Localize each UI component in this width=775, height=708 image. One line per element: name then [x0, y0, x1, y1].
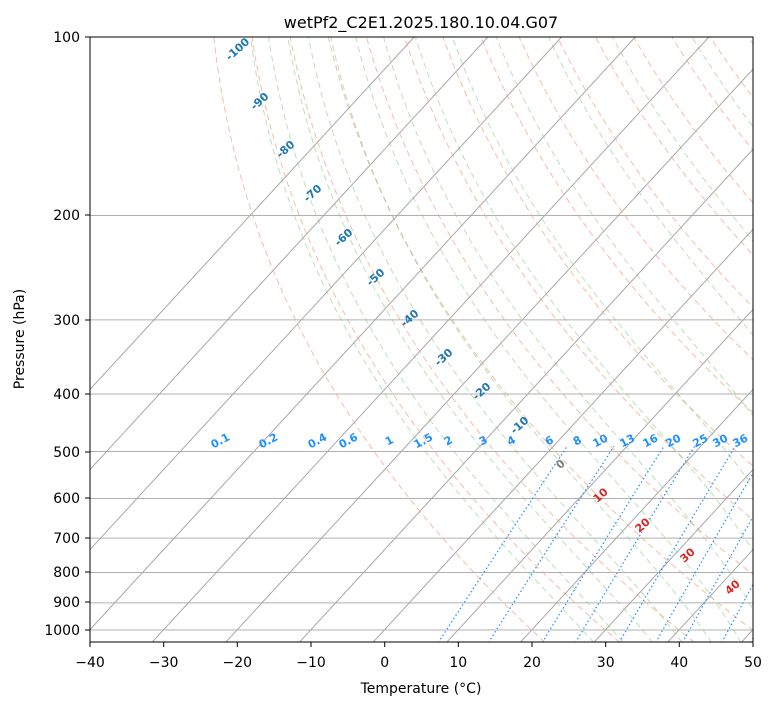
dry-adiabat-line [251, 37, 621, 642]
x-tick-label: −20 [223, 655, 253, 671]
dry-adiabat-line [289, 37, 695, 642]
y-tick-label: 400 [53, 387, 80, 403]
x-tick-label: 0 [380, 655, 389, 671]
isotherm-gridline [151, 37, 710, 642]
mixing_ratio_labels-label: 20 [664, 431, 684, 450]
isotherm-gridline [90, 37, 636, 631]
isotherm-gridline [372, 228, 753, 642]
mixing_ratio_labels-label: 25 [691, 432, 711, 451]
x-tick-label: −30 [149, 655, 179, 671]
isotherm-gridline [519, 388, 753, 642]
mixing-ratio-line [437, 445, 568, 642]
moist-adiabat-line [355, 37, 742, 642]
y-tick-label: 700 [53, 531, 80, 547]
x-axis-label: Temperature (°C) [360, 681, 482, 697]
moist-adiabat-line [548, 37, 753, 336]
y-tick-label: 300 [53, 313, 80, 329]
x-tick-label: 50 [744, 655, 762, 671]
background-lines [90, 37, 753, 642]
moist-adiabat-line [250, 37, 594, 642]
y-axis-ticks: 100 200 300 400 500 600 700 800 900 1000 [44, 30, 90, 639]
y-axis-label: Pressure (hPa) [12, 289, 28, 389]
mixing_ratio_labels-label: 10 [591, 431, 611, 450]
isotherm-gridline [593, 468, 753, 642]
plot-frame [89, 36, 754, 643]
dry-adiabat-line [518, 37, 753, 361]
x-tick-label: −40 [75, 655, 105, 671]
x-tick-label: 10 [449, 655, 467, 671]
isotherm-gridline [446, 308, 753, 642]
y-tick-label: 500 [53, 445, 80, 461]
x-tick-label: 20 [523, 655, 541, 671]
moist-adiabat-line [307, 37, 683, 642]
y-tick-label: 900 [53, 595, 80, 611]
dry-adiabat-line [404, 37, 753, 521]
mixing_ratio_labels-label: 13 [618, 432, 638, 451]
y-tick-label: 800 [53, 565, 80, 581]
mixing-ratio-line [575, 445, 696, 642]
dry-adiabat-line [442, 37, 753, 467]
dry-adiabat-line [480, 37, 753, 414]
mixing-ratio-line [541, 445, 665, 642]
chart-title: wetPf2_C2E1.2025.180.10.04.G07 [284, 13, 558, 33]
y-tick-label: 600 [53, 491, 80, 507]
isotherm-gridline [90, 37, 562, 551]
mixing_ratio_labels-label: 16 [641, 431, 661, 450]
x-axis-ticks: −40 −30 −20 −10 0 10 20 30 40 50 [75, 642, 762, 671]
mixing-ratio-line [618, 445, 736, 642]
moist-adiabat-line [414, 37, 753, 552]
mixing-ratio-line [488, 445, 615, 642]
isotherm-gridline [298, 148, 753, 642]
y-tick-label: 200 [53, 208, 80, 224]
dry-adiabat-line [556, 37, 753, 308]
moist-adiabat-line [383, 37, 753, 611]
moist-adiabat-line [330, 37, 712, 642]
dry-adiabat-line [327, 37, 753, 631]
isotherm-gridline [90, 37, 489, 471]
y-tick-label: 100 [53, 30, 80, 46]
mixing_ratio_labels-label: 36 [731, 431, 751, 450]
moist-adiabat-line [287, 37, 653, 642]
plot-background [90, 37, 753, 642]
isotherm-gridline [90, 37, 415, 391]
isotherm-gridline [225, 68, 753, 642]
dry-adiabat-line [213, 37, 546, 642]
x-tick-label: 40 [670, 655, 688, 671]
x-tick-label: −10 [296, 655, 326, 671]
x-tick-label: 30 [597, 655, 615, 671]
mixing_ratio_labels-label: 30 [711, 431, 731, 450]
y-tick-label: 1000 [44, 623, 80, 639]
